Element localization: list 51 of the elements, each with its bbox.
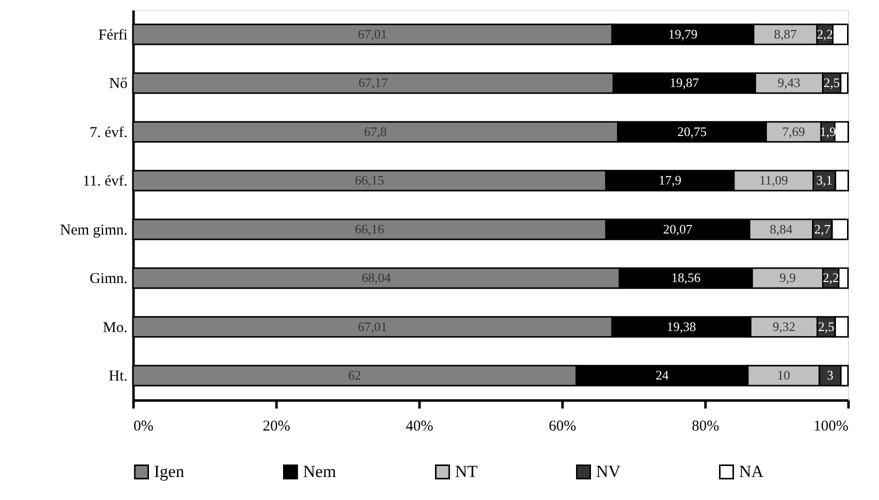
data-label: 67,8 <box>364 124 387 139</box>
data-label: 7,69 <box>782 124 805 139</box>
data-label: 2,7 <box>814 221 832 236</box>
data-label: 8,84 <box>770 221 794 236</box>
x-tick-label: 80% <box>692 418 720 434</box>
data-label: 2,5 <box>824 75 840 90</box>
data-label: 62 <box>348 368 362 383</box>
data-label: 20,75 <box>677 124 707 139</box>
data-label: 8,87 <box>774 26 798 42</box>
data-label: 66,15 <box>354 172 384 188</box>
x-tick-label: 20% <box>262 418 290 434</box>
data-label: 2,2 <box>822 270 839 286</box>
data-label: 68,04 <box>362 270 392 286</box>
data-label: 66,16 <box>354 221 385 236</box>
data-label: 19,38 <box>666 318 696 334</box>
data-label: 10 <box>777 368 790 383</box>
x-tick-label: 0% <box>134 418 154 434</box>
data-label: 9,9 <box>779 270 796 286</box>
data-label: 20,07 <box>663 221 693 236</box>
data-label: 67,17 <box>358 75 388 90</box>
y-tick-label: Gimn. <box>90 271 128 288</box>
y-tick-label: Ht. <box>108 368 128 385</box>
data-label: 67,01 <box>358 318 388 334</box>
data-label: 3,1 <box>816 172 832 188</box>
data-label: 17,9 <box>658 172 682 188</box>
x-tick-label: 100% <box>814 418 848 434</box>
x-tick-label: 60% <box>548 418 576 434</box>
data-label: 67,01 <box>358 26 388 42</box>
legend-label: Igen <box>154 462 185 481</box>
data-label: 3 <box>826 368 834 383</box>
data-label: 18,56 <box>671 270 701 286</box>
data-label: 9,43 <box>778 75 800 90</box>
y-tick-label: Mo. <box>102 320 128 336</box>
data-label: 19,87 <box>670 75 700 90</box>
legend-label: NT <box>455 462 478 481</box>
legend-label: NV <box>596 462 622 481</box>
y-tick-label: Nő <box>109 76 128 92</box>
data-label: 19,79 <box>668 26 698 42</box>
data-label: 11,09 <box>759 172 788 188</box>
y-tick-label: Férfi <box>98 27 128 44</box>
data-label: 1,9 <box>820 124 836 139</box>
data-label: 9,32 <box>772 318 796 334</box>
data-label: 24 <box>656 368 670 383</box>
legend-label: NA <box>739 462 764 481</box>
legend-label: Nem <box>303 462 336 481</box>
data-label: 2,5 <box>818 318 834 334</box>
y-tick-label: 7. évf. <box>90 124 128 141</box>
y-tick-label: Nem gimn. <box>60 222 128 238</box>
data-label: 2,2 <box>816 26 834 42</box>
y-tick-label: 11. évf. <box>82 174 128 190</box>
x-tick-label: 40% <box>406 418 434 434</box>
